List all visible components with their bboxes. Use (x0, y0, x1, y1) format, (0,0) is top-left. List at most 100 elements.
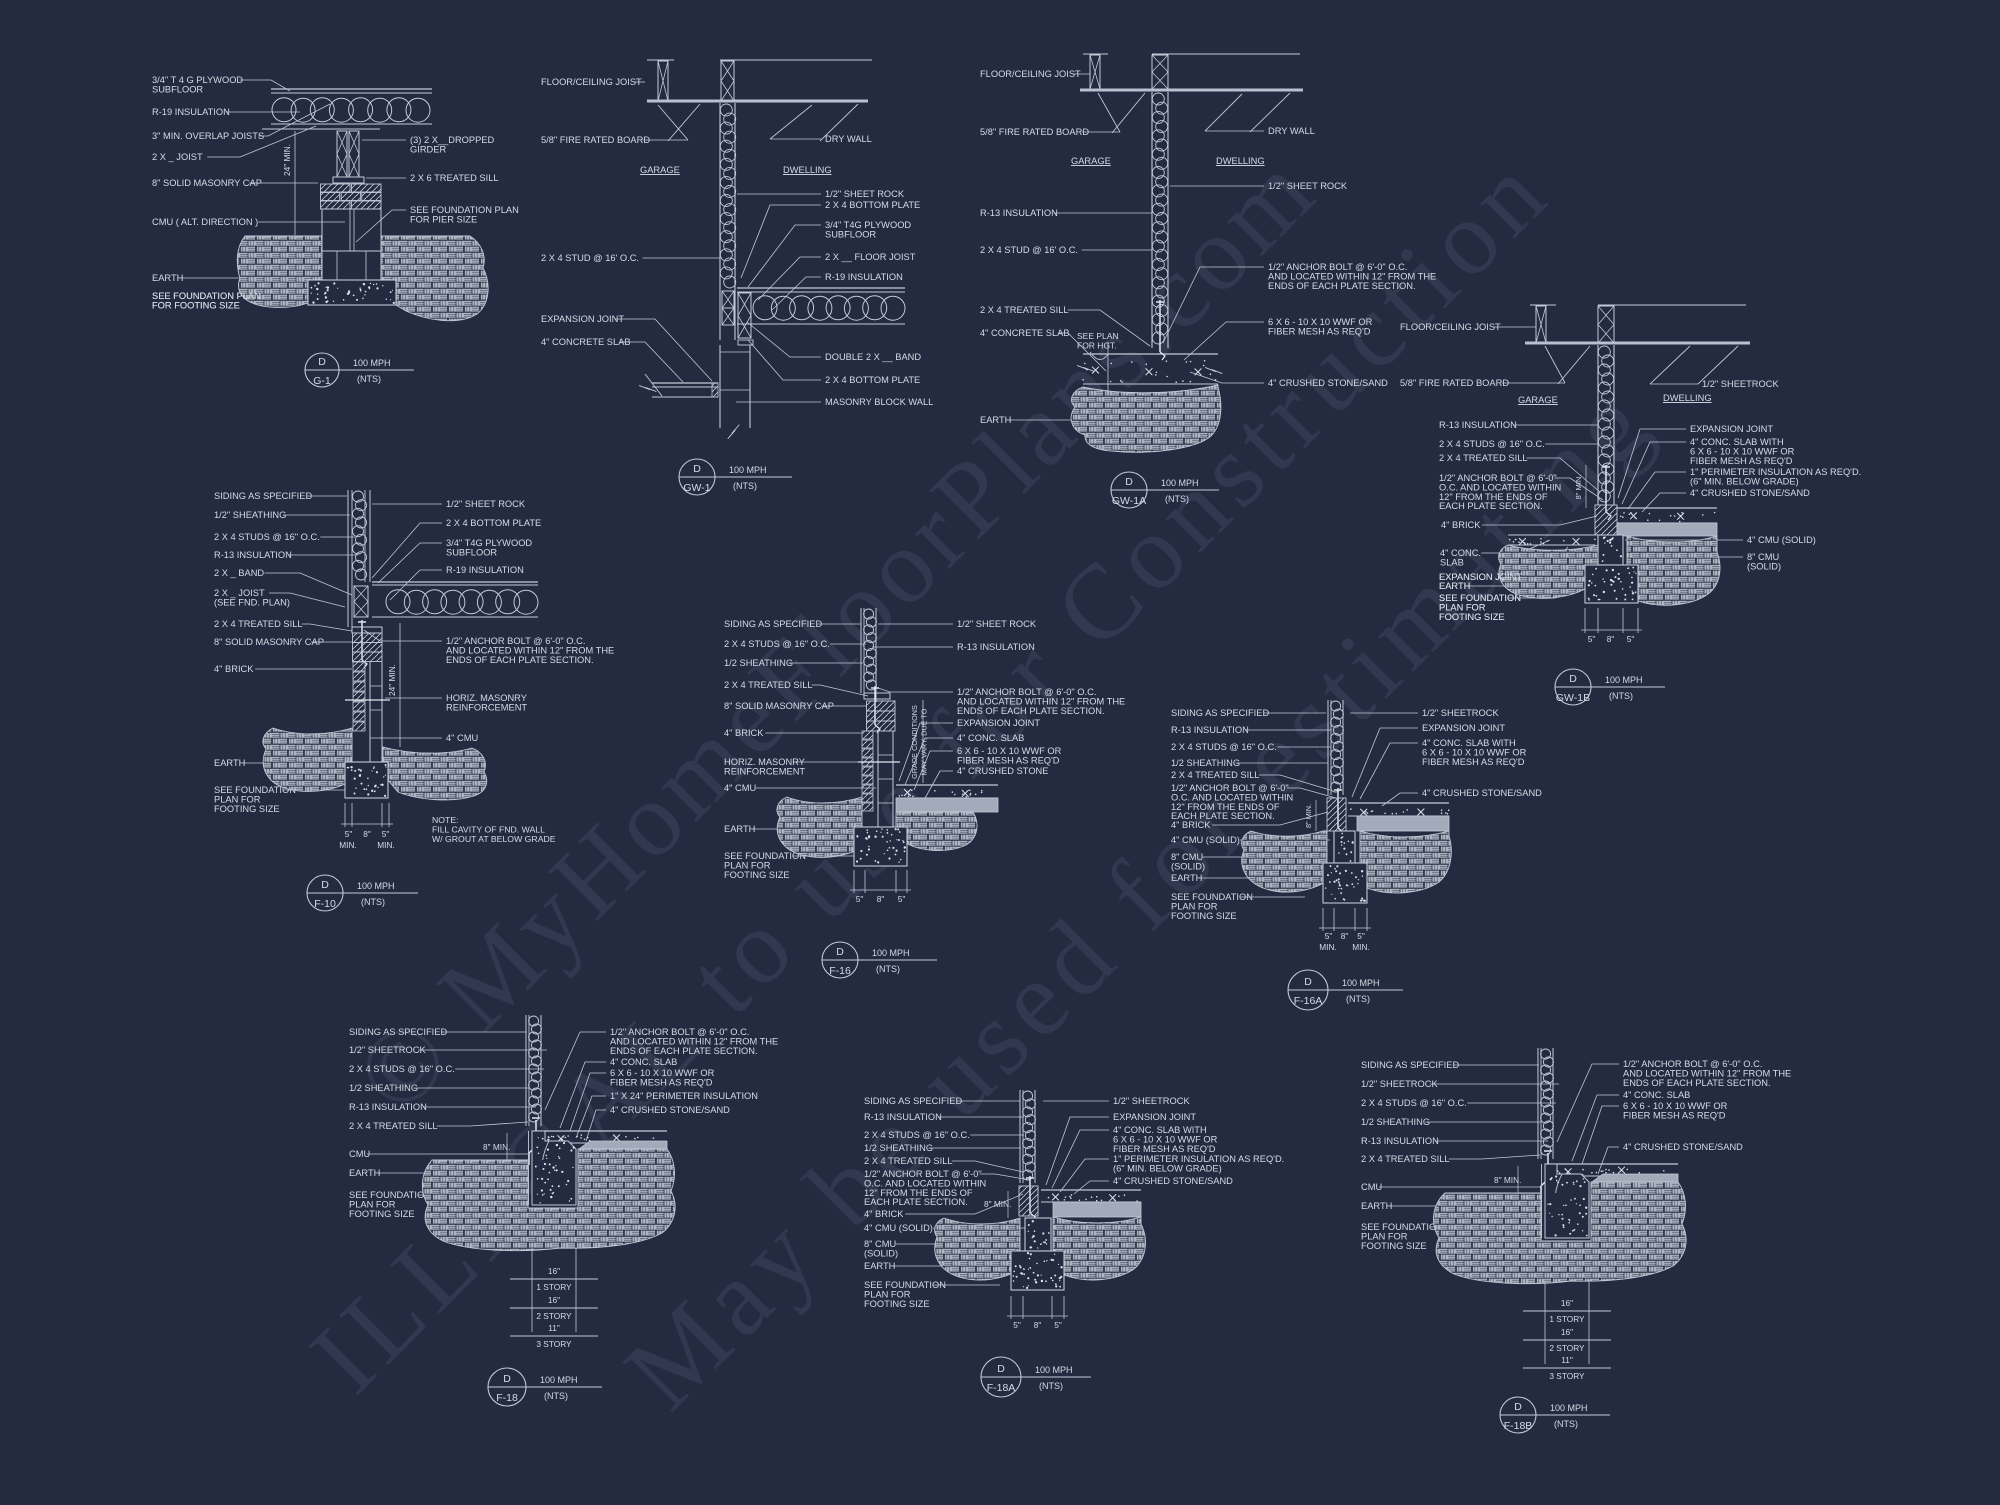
svg-text:SEE FOUNDATION: SEE FOUNDATION (1439, 593, 1521, 603)
svg-text:(SOLID): (SOLID) (1747, 561, 1781, 571)
svg-text:FOOTING SIZE: FOOTING SIZE (864, 1299, 930, 1309)
svg-text:EXPANSION JOINT: EXPANSION JOINT (1113, 1112, 1196, 1122)
svg-text:(NTS): (NTS) (1039, 1381, 1063, 1391)
svg-text:SIDING AS SPECIFIED: SIDING AS SPECIFIED (1171, 708, 1269, 718)
svg-text:5/8" FIRE RATED BOARD: 5/8" FIRE RATED BOARD (980, 127, 1089, 137)
svg-text:DRY WALL: DRY WALL (825, 134, 872, 144)
svg-text:F-18B: F-18B (1504, 1420, 1533, 1432)
svg-text:2 X _ JOIST: 2 X _ JOIST (152, 152, 203, 162)
svg-text:1/2" ANCHOR BOLT @ 6'-0" O.C.: 1/2" ANCHOR BOLT @ 6'-0" O.C. (957, 687, 1096, 697)
svg-text:4" CMU (SOLID): 4" CMU (SOLID) (1747, 535, 1816, 545)
svg-text:EARTH: EARTH (1361, 1201, 1392, 1211)
svg-text:1/2 SHEATHING: 1/2 SHEATHING (864, 1143, 933, 1153)
svg-text:GARAGE: GARAGE (640, 165, 680, 175)
svg-text:2 X 4 TREATED SILL: 2 X 4 TREATED SILL (864, 1156, 953, 1166)
svg-text:16": 16" (548, 1295, 560, 1305)
svg-text:4" CMU (SOLID): 4" CMU (SOLID) (864, 1223, 933, 1233)
svg-text:EARTH: EARTH (1171, 873, 1202, 883)
svg-text:PLAN FOR: PLAN FOR (214, 794, 261, 804)
svg-text:FOOTING SIZE: FOOTING SIZE (1171, 911, 1237, 921)
svg-text:R-13 INSULATION: R-13 INSULATION (349, 1102, 427, 1112)
svg-text:2 X 4 TREATED SILL: 2 X 4 TREATED SILL (1439, 453, 1528, 463)
svg-text:2 X 4 STUDS @ 16" O.C.: 2 X 4 STUDS @ 16" O.C. (864, 1130, 970, 1140)
svg-text:8" CMU: 8" CMU (1171, 852, 1203, 862)
svg-text:GARAGE: GARAGE (1071, 156, 1111, 166)
svg-text:SEE FOUNDATION PLAN: SEE FOUNDATION PLAN (152, 291, 261, 301)
svg-text:1/2" ANCHOR BOLT @ 6'-0": 1/2" ANCHOR BOLT @ 6'-0" (864, 1169, 982, 1179)
svg-text:O.C. AND LOCATED WITHIN: O.C. AND LOCATED WITHIN (1439, 482, 1561, 492)
svg-text:4" CONC. SLAB: 4" CONC. SLAB (610, 1057, 677, 1067)
svg-text:4" CMU: 4" CMU (724, 783, 756, 793)
svg-text:SEE FOUNDATION: SEE FOUNDATION (214, 785, 296, 795)
svg-text:4" CONC. SLAB WITH: 4" CONC. SLAB WITH (1422, 738, 1516, 748)
svg-text:5": 5" (856, 894, 864, 904)
svg-text:4" CONC.: 4" CONC. (1440, 548, 1481, 558)
svg-text:GARAGE: GARAGE (1518, 395, 1558, 405)
svg-text:FLOOR/CEILING JOIST: FLOOR/CEILING JOIST (980, 69, 1081, 79)
svg-text:1/2 SHEATHING: 1/2 SHEATHING (349, 1083, 418, 1093)
svg-text:F-10: F-10 (314, 898, 336, 910)
svg-text:1/2" SHEETROCK: 1/2" SHEETROCK (1422, 708, 1499, 718)
svg-text:5": 5" (345, 829, 353, 839)
svg-text:4" CRUSHED STONE/SAND: 4" CRUSHED STONE/SAND (1268, 378, 1388, 388)
svg-text:5": 5" (1357, 931, 1365, 941)
svg-text:1/2" ANCHOR BOLT @ 6'-0": 1/2" ANCHOR BOLT @ 6'-0" (1171, 783, 1289, 793)
svg-text:2 X 4 STUDS @ 16" O.C.: 2 X 4 STUDS @ 16" O.C. (724, 639, 830, 649)
svg-text:8" MIN.: 8" MIN. (1494, 1175, 1521, 1185)
svg-text:4" CMU (SOLID): 4" CMU (SOLID) (1171, 835, 1240, 845)
svg-text:FOR FOOTING SIZE: FOR FOOTING SIZE (152, 300, 240, 310)
svg-text:8" SOLID MASONRY CAP: 8" SOLID MASONRY CAP (214, 637, 324, 647)
svg-text:2 X 4 STUDS @ 16" O.C.: 2 X 4 STUDS @ 16" O.C. (1439, 439, 1545, 449)
svg-text:R-19 INSULATION: R-19 INSULATION (825, 272, 903, 282)
svg-text:SEE FOUNDATION: SEE FOUNDATION (1171, 892, 1253, 902)
svg-text:ENDS OF EACH PLATE SECTION.: ENDS OF EACH PLATE SECTION. (446, 655, 594, 665)
svg-text:1/2" ANCHOR BOLT @ 6'-0" O.C.: 1/2" ANCHOR BOLT @ 6'-0" O.C. (446, 636, 585, 646)
svg-text:FLOOR/CEILING JOIST: FLOOR/CEILING JOIST (541, 77, 642, 87)
svg-text:SEE FOUNDATION: SEE FOUNDATION (349, 1190, 431, 1200)
svg-text:2 X 4 TREATED SILL: 2 X 4 TREATED SILL (980, 305, 1069, 315)
svg-text:FLOOR/CEILING JOIST: FLOOR/CEILING JOIST (1400, 322, 1501, 332)
svg-text:16": 16" (548, 1266, 560, 1276)
svg-text:FOR HGT.: FOR HGT. (1077, 340, 1117, 350)
svg-text:2 X _ JOIST: 2 X _ JOIST (214, 588, 265, 598)
svg-text:8" CMU: 8" CMU (864, 1239, 896, 1249)
svg-text:GW-1: GW-1 (683, 482, 710, 494)
svg-text:REINFORCEMENT: REINFORCEMENT (724, 766, 805, 776)
svg-text:(NTS): (NTS) (876, 964, 900, 974)
svg-text:3/4" T4G PLYWOOD: 3/4" T4G PLYWOOD (446, 538, 532, 548)
svg-text:SLAB: SLAB (1440, 557, 1464, 567)
svg-text:MIN.: MIN. (1352, 942, 1370, 952)
svg-text:100 MPH: 100 MPH (540, 1375, 578, 1385)
svg-text:16": 16" (1561, 1327, 1573, 1337)
svg-text:(SEE FND. PLAN): (SEE FND. PLAN) (214, 597, 290, 607)
svg-text:24" MIN.: 24" MIN. (282, 144, 292, 176)
svg-text:R-13 INSULATION: R-13 INSULATION (864, 1112, 942, 1122)
svg-text:SEE FOUNDATION: SEE FOUNDATION (1439, 593, 1521, 603)
svg-text:FIBER MESH AS REQ'D: FIBER MESH AS REQ'D (957, 755, 1060, 765)
svg-text:8" SOLID MASONRY CAP: 8" SOLID MASONRY CAP (152, 178, 262, 188)
svg-text:2 STORY: 2 STORY (536, 1311, 572, 1321)
svg-text:EXPANSION JOINT: EXPANSION JOINT (1690, 424, 1773, 434)
svg-text:FIBER MESH AS REQ'D: FIBER MESH AS REQ'D (1422, 757, 1525, 767)
svg-text:5/8" FIRE RATED BOARD: 5/8" FIRE RATED BOARD (541, 135, 650, 145)
svg-text:(SOLID): (SOLID) (864, 1248, 898, 1258)
svg-text:2 X 4 TREATED SILL: 2 X 4 TREATED SILL (349, 1121, 438, 1131)
svg-text:F-16: F-16 (829, 965, 851, 977)
svg-text:CMU ( ALT. DIRECTION ): CMU ( ALT. DIRECTION ) (152, 217, 258, 227)
svg-text:NOTE:: NOTE: (432, 815, 459, 825)
svg-text:HORIZ. MASONRY: HORIZ. MASONRY (446, 693, 527, 703)
svg-text:4" CONC. SLAB WITH: 4" CONC. SLAB WITH (1690, 437, 1784, 447)
svg-text:2 X 4 STUD @ 16' O.C.: 2 X 4 STUD @ 16' O.C. (980, 245, 1078, 255)
svg-text:5": 5" (898, 894, 906, 904)
svg-text:EARTH: EARTH (724, 824, 755, 834)
svg-text:8" CMU: 8" CMU (1747, 552, 1779, 562)
svg-text:AND LOCATED WITHIN 12" FROM TH: AND LOCATED WITHIN 12" FROM THE (957, 696, 1125, 706)
svg-text:1" X 24" PERIMETER INSULATION: 1" X 24" PERIMETER INSULATION (610, 1091, 758, 1101)
svg-text:PLAN FOR: PLAN FOR (864, 1289, 911, 1299)
svg-text:D: D (503, 1373, 511, 1385)
svg-text:5": 5" (382, 829, 390, 839)
svg-text:100 MPH: 100 MPH (1605, 675, 1643, 685)
svg-text:12" FROM THE ENDS OF: 12" FROM THE ENDS OF (864, 1188, 973, 1198)
svg-text:EACH PLATE SECTION.: EACH PLATE SECTION. (1439, 501, 1543, 511)
svg-text:REINFORCEMENT: REINFORCEMENT (446, 702, 527, 712)
